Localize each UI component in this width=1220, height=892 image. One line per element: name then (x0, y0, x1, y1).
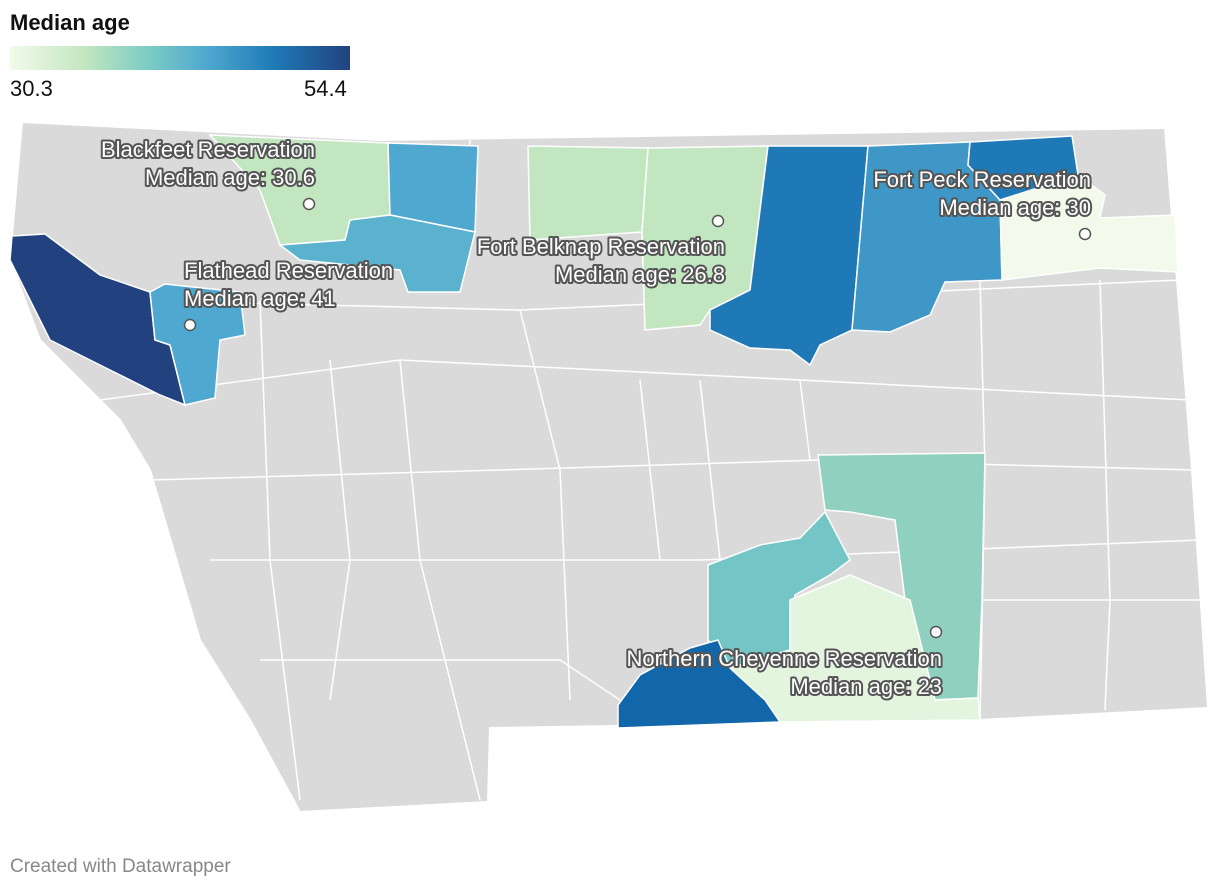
montana-county-map: Blackfeet Reservation Median age: 30.6 F… (8, 120, 1210, 814)
county-big-horn (617, 639, 782, 729)
label-northern-cheyenne-age: Median age: 23 (790, 674, 942, 699)
county-pondera (277, 214, 476, 293)
marker-fort-peck (1078, 227, 1092, 241)
county-hill (527, 145, 649, 241)
marker-blackfeet (302, 197, 316, 211)
legend-min-value: 30.3 (10, 76, 53, 101)
county-powder-river (729, 574, 981, 723)
label-flathead-age: Median age: 41 (184, 286, 336, 311)
label-blackfeet-name: Blackfeet Reservation (101, 137, 315, 162)
legend-color-scale (10, 46, 350, 70)
label-fort-belknap-age: Median age: 26.8 (555, 262, 725, 287)
label-fort-peck-age: Median age: 30 (939, 195, 1091, 220)
credit-text: Created with Datawrapper (10, 856, 231, 877)
label-blackfeet-age: Median age: 30.6 (145, 165, 315, 190)
county-roosevelt (999, 174, 1179, 281)
marker-flathead (183, 318, 197, 332)
marker-northern-cheyenne (929, 625, 943, 639)
legend-max-value: 54.4 (304, 76, 347, 101)
label-fort-belknap-name: Fort Belknap Reservation (477, 234, 725, 259)
label-flathead-name: Flathead Reservation (184, 258, 393, 283)
label-northern-cheyenne-name: Northern Cheyenne Reservation (626, 646, 942, 671)
county-lake (149, 283, 246, 406)
marker-fort-belknap (711, 214, 725, 228)
legend-title: Median age (10, 10, 130, 35)
label-fort-peck-name: Fort Peck Reservation (873, 167, 1091, 192)
